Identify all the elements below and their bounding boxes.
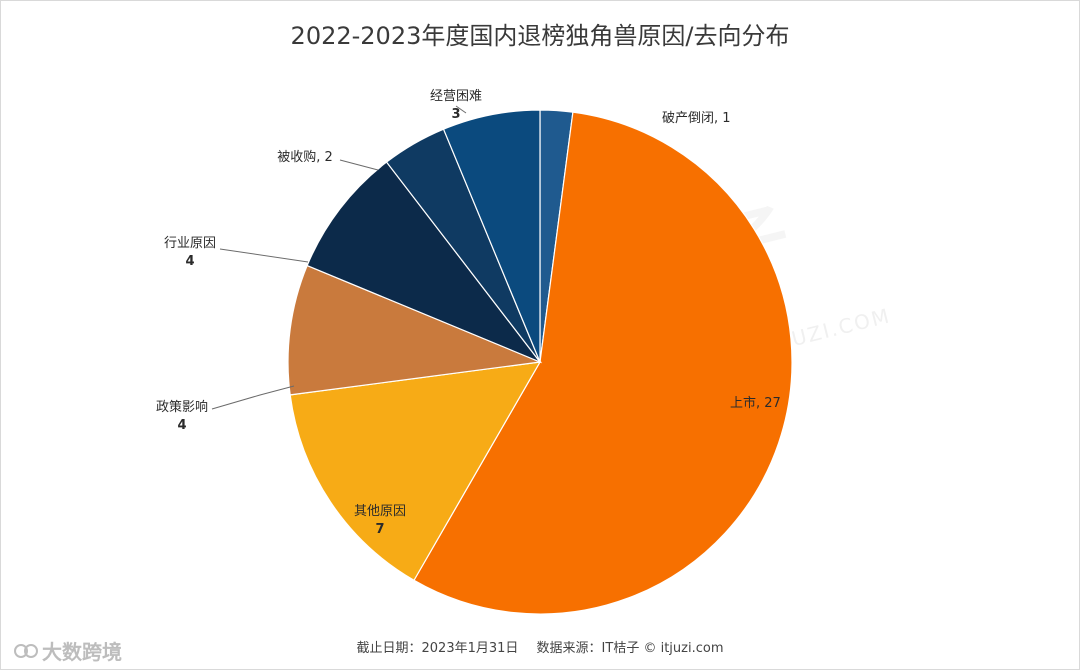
footer-date: 截止日期：2023年1月31日	[356, 641, 519, 656]
data-label-3: 其他原因 7	[354, 504, 406, 537]
chart-title: 2022-2023年度国内退榜独角兽原因/去向分布	[290, 22, 790, 50]
corner-watermark: 大数跨境	[14, 636, 122, 665]
pie-slice-7	[442, 109, 541, 363]
data-label-7: 经营困难 3	[430, 89, 482, 122]
data-label-6: 被收购, 2	[277, 149, 333, 165]
leader-line-5	[219, 248, 309, 263]
leader-line-6	[339, 159, 379, 171]
logo-icon	[14, 643, 38, 658]
footer-source: 数据来源：IT桔子 © itjuzi.com	[536, 641, 724, 656]
data-label-4: 政策影响 4	[156, 399, 208, 433]
pie-slice-3	[289, 361, 542, 582]
pie-slice-4	[287, 264, 543, 396]
leader-line-4	[211, 385, 295, 410]
footer: 截止日期：2023年1月31日 数据来源：IT桔子 © itjuzi.com	[0, 637, 1080, 656]
data-label-2: 上市, 27	[730, 395, 781, 411]
watermark-text: 大数跨境	[42, 640, 122, 664]
data-label-1: 破产倒闭, 1	[662, 111, 731, 126]
pie-slice-5	[306, 161, 542, 364]
pie-slice-2	[413, 111, 793, 615]
data-label-5: 行业原因 4	[164, 236, 216, 269]
leader-line-7	[455, 105, 467, 114]
